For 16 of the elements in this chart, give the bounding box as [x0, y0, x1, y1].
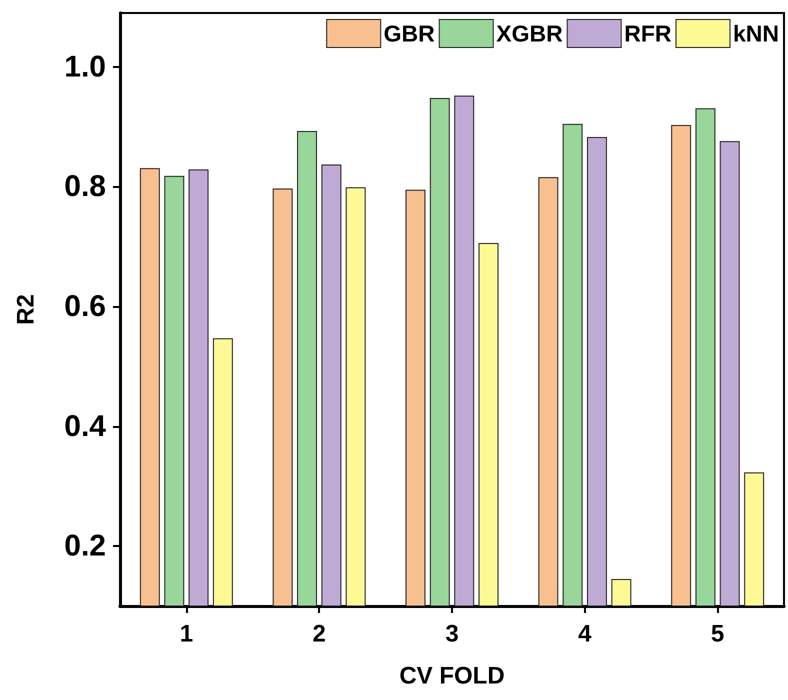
- y-tick-label: 0.2: [64, 530, 106, 563]
- x-tick-label: 5: [710, 620, 724, 648]
- y-tick-label: 0.6: [64, 290, 106, 324]
- x-tick-label: 2: [312, 620, 326, 648]
- y-tick-label: 0.4: [64, 410, 106, 443]
- legend-label: kNN: [732, 20, 780, 46]
- legend-label: XGBR: [496, 20, 564, 46]
- x-tick-label: 3: [445, 620, 459, 648]
- legend-label: GBR: [384, 20, 436, 46]
- x-axis-title: CV FOLD: [399, 662, 505, 690]
- y-axis-title: R2: [12, 294, 40, 325]
- y-tick-label: 0.8: [64, 170, 106, 204]
- x-tick-label: 4: [578, 620, 592, 648]
- y-tick-label: 1.0: [64, 50, 106, 84]
- x-tick-label: 1: [180, 620, 194, 648]
- legend-label: RFR: [624, 20, 672, 46]
